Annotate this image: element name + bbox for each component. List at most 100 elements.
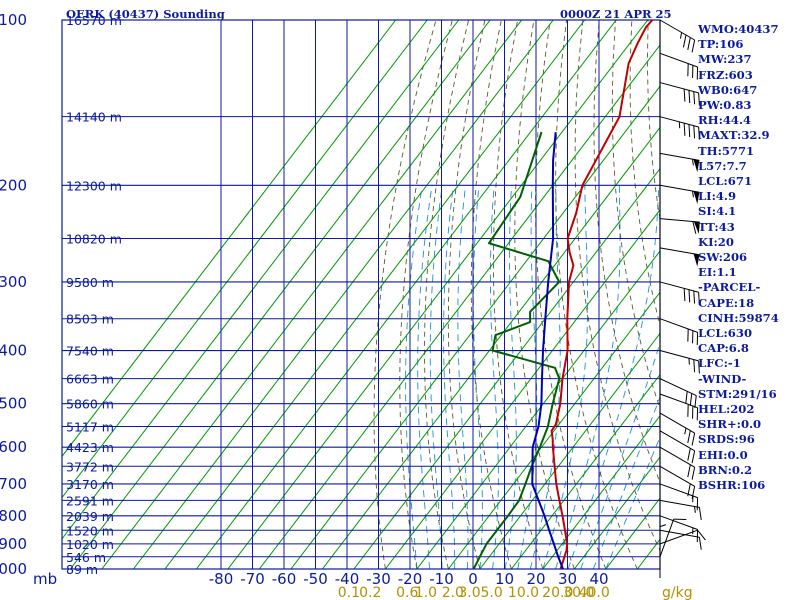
wind-barb-staff xyxy=(659,52,698,68)
wind-barb-flag xyxy=(693,359,696,373)
wind-barb-staff xyxy=(659,483,698,499)
wind-barb-staff xyxy=(659,116,699,128)
wind-barb-halfflag xyxy=(684,427,687,435)
wind-barb-flag xyxy=(687,37,691,50)
index-line: LCL:671 xyxy=(698,174,753,189)
pressure-label: 600 xyxy=(0,438,27,456)
temperature-tick-label: 40 xyxy=(589,570,608,588)
wind-barb xyxy=(659,499,702,520)
wind-barb-flag xyxy=(698,507,702,520)
pressure-label: 500 xyxy=(0,395,27,413)
wind-barb xyxy=(659,524,667,567)
mixing-ratio-label: 1.0 xyxy=(415,585,437,600)
isotherm-line xyxy=(258,44,660,569)
wind-barb-staff xyxy=(659,350,699,362)
pressure-label: 800 xyxy=(0,507,27,525)
indices-panel: WMO:40437 TP:106 MW:237 FRZ:603 WB0:647 PW:0.… xyxy=(698,22,798,493)
mixing-ratio-label: 0.6 xyxy=(396,585,418,600)
height-label: 5860 m xyxy=(66,397,114,412)
height-label: 10820 m xyxy=(66,231,122,246)
pressure-label: 100 xyxy=(0,11,27,29)
wind-barb xyxy=(659,483,699,511)
wind-barb-flag xyxy=(691,450,696,464)
isotherm-line xyxy=(321,126,660,569)
wind-barb-flag xyxy=(688,289,691,303)
mixing-ratio-label: 40.0 xyxy=(579,585,610,600)
index-line: HEL:202 xyxy=(698,402,755,417)
index-line: BSHR:106 xyxy=(698,478,766,493)
pressure-label: 400 xyxy=(0,342,27,360)
wind-barb-staff xyxy=(659,378,697,396)
mixing-ratio-label: 2.0 xyxy=(442,585,464,600)
wind-barb-flag xyxy=(688,90,691,103)
wind-barb-staff xyxy=(659,247,700,256)
wind-barb-flag xyxy=(691,432,696,446)
isotherm-line xyxy=(510,373,660,569)
index-line: MW:237 xyxy=(698,52,752,67)
wind-barb-flag xyxy=(683,123,686,136)
height-label: 3772 m xyxy=(66,459,114,474)
wind-barb xyxy=(659,281,700,305)
wind-barb-staff xyxy=(659,446,695,468)
wind-barb-halfflag xyxy=(679,32,683,39)
height-label: 1520 m xyxy=(66,523,114,538)
height-label: 3170 m xyxy=(66,477,114,492)
wind-barb-staff xyxy=(659,412,695,434)
mixing-ratio-label: 20.0 xyxy=(542,585,573,600)
temperature-tick-label: -80 xyxy=(209,570,234,588)
index-line: SI:4.1 xyxy=(698,204,737,219)
wind-barb xyxy=(659,430,696,464)
wind-barb-flag xyxy=(698,360,700,374)
moist-adiabat-line xyxy=(592,395,660,569)
temperature-tick-label: -70 xyxy=(240,570,265,588)
height-label: 12300 m xyxy=(66,178,122,193)
wind-barb xyxy=(659,152,700,173)
index-line: TT:43 xyxy=(698,219,735,234)
height-label: 546 m xyxy=(66,550,106,565)
index-line: MAXT:32.9 xyxy=(698,128,770,143)
wind-barb-halfflag xyxy=(692,190,694,198)
wind-barb xyxy=(659,350,700,374)
height-label: 7540 m xyxy=(66,344,114,359)
wind-barb-staff xyxy=(659,515,698,530)
wind-barb xyxy=(659,318,699,346)
mixing-ratio-unit: g/kg xyxy=(662,585,693,600)
height-label: 6663 m xyxy=(66,372,114,387)
wind-barb xyxy=(659,529,702,550)
wind-barb-flag xyxy=(692,221,697,234)
index-line: TP:106 xyxy=(698,37,744,52)
isotherm-line xyxy=(290,85,660,569)
wind-barb xyxy=(659,446,696,480)
moist-adiabat-line xyxy=(489,185,499,569)
wind-barb xyxy=(659,184,700,205)
index-line: SRDS:96 xyxy=(698,432,755,447)
temperature-tick-label: 10 xyxy=(495,570,514,588)
wind-barb-flag xyxy=(688,124,691,138)
wind-barb-flag xyxy=(685,391,688,404)
index-line: FRZ:603 xyxy=(698,67,753,82)
index-line: -PARCEL- xyxy=(698,280,761,295)
moist-adiabat-line xyxy=(517,185,538,569)
isotherm-line xyxy=(227,20,649,569)
wind-barb-staff xyxy=(659,430,695,452)
moist-adiabat-line xyxy=(429,185,443,569)
mixing-ratio-label: 5.0 xyxy=(480,585,502,600)
height-label: 2591 m xyxy=(66,493,114,508)
temperature-tick-label: 0 xyxy=(468,570,478,588)
index-line: WB0:647 xyxy=(698,82,758,97)
wind-barb-staff xyxy=(659,281,699,293)
chart-time: 0000Z 21 APR 25 xyxy=(560,7,672,21)
temperature-tick-label: -10 xyxy=(429,570,454,588)
index-line: STM:291/16 xyxy=(698,386,777,401)
wind-barb xyxy=(659,82,700,106)
dry-adiabat-line xyxy=(470,20,512,569)
wind-barb-flag xyxy=(689,393,693,407)
height-label: 5117 m xyxy=(66,419,114,434)
height-label: 4423 m xyxy=(66,440,114,455)
isotherm-line xyxy=(164,20,586,569)
wind-barb-staff xyxy=(659,82,699,94)
wind-barb-flag xyxy=(687,430,691,444)
height-label: 89 m xyxy=(66,562,98,577)
wind-barb-flag xyxy=(697,529,706,541)
